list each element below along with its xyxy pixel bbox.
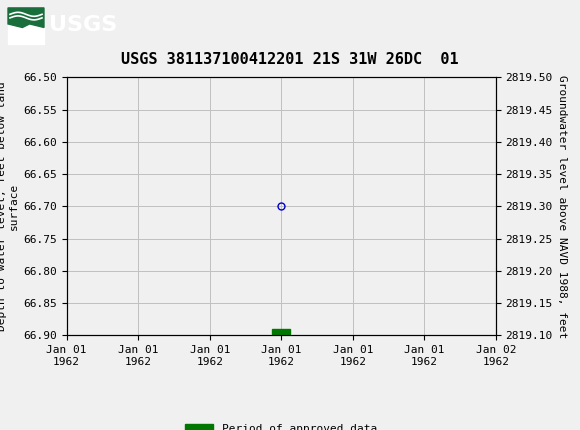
Y-axis label: Depth to water level, feet below land
surface: Depth to water level, feet below land su… xyxy=(0,82,19,331)
Polygon shape xyxy=(8,8,44,28)
Text: USGS: USGS xyxy=(49,15,117,35)
Bar xyxy=(273,329,290,334)
Legend: Period of approved data: Period of approved data xyxy=(181,419,382,430)
Y-axis label: Groundwater level above NAVD 1988, feet: Groundwater level above NAVD 1988, feet xyxy=(557,75,567,338)
Text: USGS 381137100412201 21S 31W 26DC  01: USGS 381137100412201 21S 31W 26DC 01 xyxy=(121,52,459,67)
Bar xyxy=(8,8,44,43)
